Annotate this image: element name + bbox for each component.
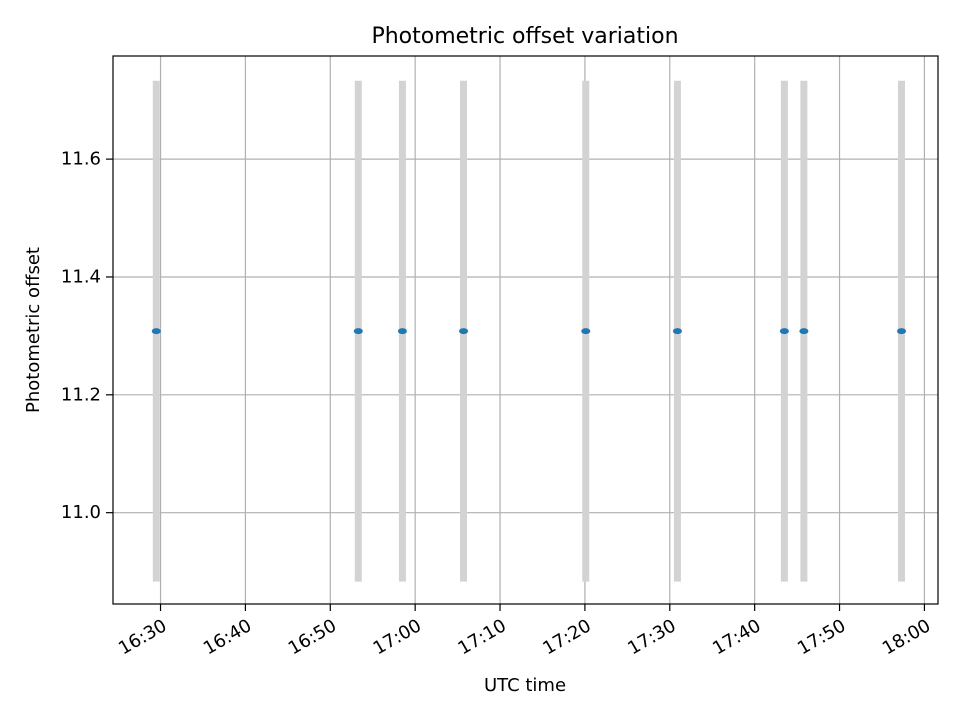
data-point [897,328,907,335]
plot-frame [112,55,939,605]
x-axis-label: UTC time [484,675,566,696]
data-point [581,328,591,335]
chart-title: Photometric offset variation [371,24,678,49]
y-tick-label: 11.4 [61,266,101,287]
data-points [151,328,907,335]
data-point [672,328,682,335]
y-axis-label: Photometric offset [23,247,44,413]
data-point [353,328,363,335]
data-point [799,328,809,335]
data-point [151,328,161,335]
data-point [397,328,407,335]
data-point [459,328,469,335]
data-point [779,328,789,335]
y-axis-ticks: 11.0 11.2 11.4 11.6 [61,149,113,523]
y-tick-label: 11.2 [61,384,101,405]
y-tick-label: 11.6 [61,149,101,170]
y-tick-label: 11.0 [61,502,101,523]
